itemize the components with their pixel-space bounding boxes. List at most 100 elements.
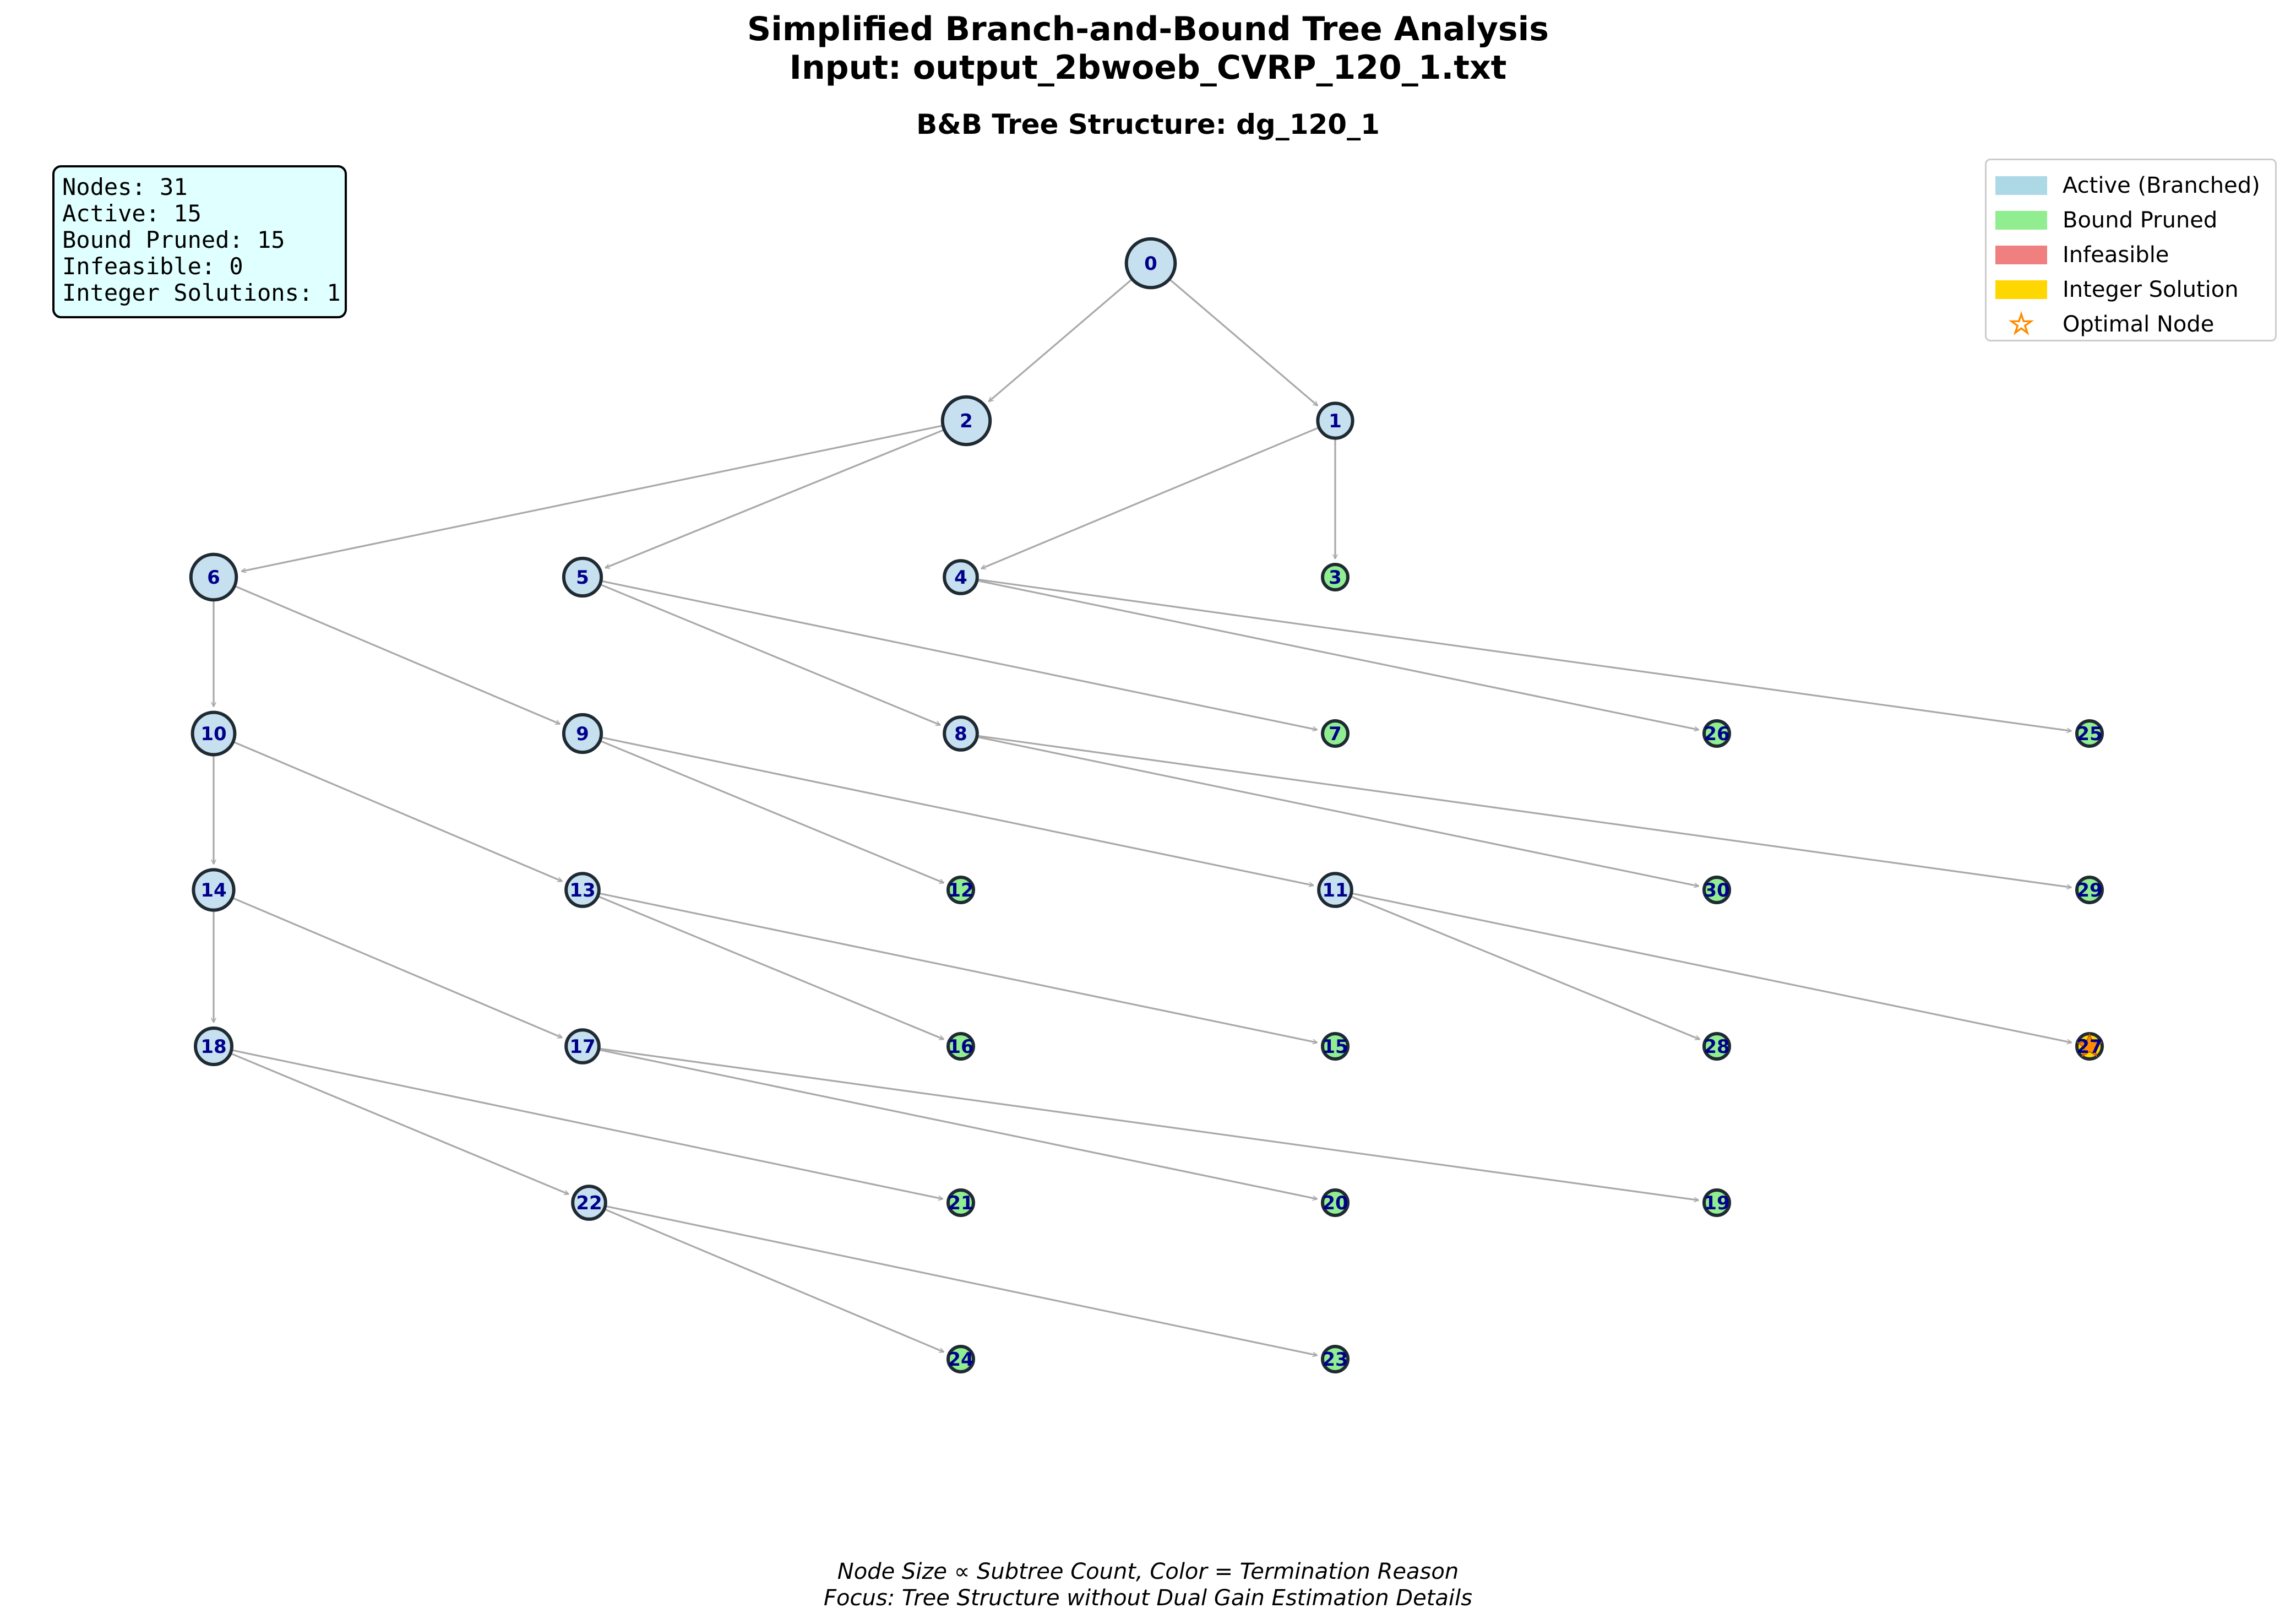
legend: Active (Branched) Bound Pruned Infeasibl… xyxy=(1985,159,2277,341)
legend-label: Infeasible xyxy=(2063,242,2169,268)
stats-nodes: Nodes: 31 xyxy=(62,173,188,200)
edge-5-7 xyxy=(602,580,1317,730)
figure-input-file: Input: output_2bwoeb_CVRP_120_1.txt xyxy=(789,48,1507,87)
node-label: 2 xyxy=(960,410,973,432)
tree-node-16[interactable]: 16 xyxy=(946,1032,975,1061)
node-label: 18 xyxy=(200,1036,226,1058)
node-circle xyxy=(1321,1345,1350,1373)
edge-13-15 xyxy=(599,892,1318,1042)
tree-node-21[interactable]: 21 xyxy=(946,1188,975,1217)
tree-node-5[interactable]: 5 xyxy=(562,556,603,598)
edge-4-26 xyxy=(977,579,1699,730)
figure-title: Simplified Branch-and-Bound Tree Analysi… xyxy=(747,10,1549,48)
tree-node-14[interactable]: 14 xyxy=(192,868,236,912)
tree-node-26[interactable]: 26 xyxy=(1702,719,1731,748)
tree-node-29[interactable]: 29 xyxy=(2075,876,2104,904)
tree-node-18[interactable]: 18 xyxy=(194,1026,233,1066)
node-label: 24 xyxy=(948,1349,973,1371)
edge-17-20 xyxy=(599,1049,1318,1199)
tree-node-13[interactable]: 13 xyxy=(564,872,601,908)
node-label: 1 xyxy=(1329,410,1342,432)
tree-node-25[interactable]: 25 xyxy=(2075,719,2104,748)
tree-node-30[interactable]: 30 xyxy=(1702,876,1731,904)
tree-node-1[interactable]: 1 xyxy=(1316,401,1354,440)
node-circle xyxy=(571,1185,607,1221)
stats-integer-solutions: Integer Solutions: 1 xyxy=(62,279,341,306)
legend-swatch-bound-pruned xyxy=(1995,210,2047,230)
stats-box: Nodes: 31 Active: 15 Bound Pruned: 15 In… xyxy=(52,165,347,318)
node-label: 25 xyxy=(2076,723,2102,745)
tree-node-28[interactable]: 28 xyxy=(1702,1032,1731,1061)
node-label: 5 xyxy=(576,567,589,589)
tree-node-6[interactable]: 6 xyxy=(189,552,238,602)
node-circle xyxy=(946,1345,975,1373)
edge-18-21 xyxy=(232,1049,943,1199)
node-label: 20 xyxy=(1322,1192,1348,1214)
node-label: 3 xyxy=(1329,567,1342,589)
node-circle xyxy=(564,872,601,908)
node-circle xyxy=(1702,719,1731,748)
tree-node-27[interactable]: 27 xyxy=(2075,1032,2104,1061)
tree-node-12[interactable]: 12 xyxy=(946,876,975,904)
tree-node-19[interactable]: 19 xyxy=(1702,1188,1731,1217)
legend-swatch-active xyxy=(1995,176,2047,195)
legend-swatch-integer-solution xyxy=(1995,280,2047,299)
node-label: 7 xyxy=(1329,723,1342,745)
node-label: 23 xyxy=(1322,1349,1348,1371)
stats-infeasible: Infeasible: 0 xyxy=(62,253,243,280)
tree-node-23[interactable]: 23 xyxy=(1321,1345,1350,1373)
tree-node-9[interactable]: 9 xyxy=(562,713,603,754)
node-circle xyxy=(1321,1032,1350,1061)
node-circle xyxy=(562,556,603,598)
tree-node-7[interactable]: 7 xyxy=(1321,719,1350,748)
tree-node-3[interactable]: 3 xyxy=(1321,563,1350,591)
legend-item-integer-solution: Integer Solution xyxy=(1995,272,2275,307)
edge-8-30 xyxy=(977,736,1699,886)
legend-swatch-infeasible xyxy=(1995,245,2047,264)
edge-0-1 xyxy=(1169,279,1318,407)
tree-node-4[interactable]: 4 xyxy=(943,559,979,595)
legend-label: Bound Pruned xyxy=(2063,207,2218,233)
node-label: 21 xyxy=(948,1192,973,1214)
node-label: 15 xyxy=(1322,1036,1348,1058)
tree-node-17[interactable]: 17 xyxy=(564,1028,601,1064)
node-circle xyxy=(943,559,979,595)
edge-14-17 xyxy=(232,897,563,1039)
edge-22-24 xyxy=(605,1208,944,1353)
node-label: 8 xyxy=(954,723,967,745)
node-label: 10 xyxy=(200,723,226,745)
tree-node-11[interactable]: 11 xyxy=(1317,872,1353,908)
node-circle xyxy=(1321,563,1350,591)
tree-node-2[interactable]: 2 xyxy=(940,395,992,447)
edge-6-9 xyxy=(235,585,561,725)
node-label: 19 xyxy=(1704,1192,1729,1214)
node-circle xyxy=(1316,401,1354,440)
node-label: 27 xyxy=(2076,1036,2102,1058)
node-circle xyxy=(1321,1188,1350,1217)
edge-13-16 xyxy=(598,895,944,1039)
tree-node-10[interactable]: 10 xyxy=(191,710,237,757)
legend-label: Integer Solution xyxy=(2063,276,2239,302)
edge-9-11 xyxy=(602,736,1314,886)
tree-node-15[interactable]: 15 xyxy=(1321,1032,1350,1061)
tree-node-22[interactable]: 22 xyxy=(571,1185,607,1221)
node-circle xyxy=(562,713,603,754)
edges-layer xyxy=(214,279,2072,1355)
node-circle xyxy=(2075,876,2104,904)
tree-node-0[interactable]: 0 xyxy=(1124,237,1177,290)
node-circle xyxy=(1702,1188,1731,1217)
tree-node-20[interactable]: 20 xyxy=(1321,1188,1350,1217)
edge-10-13 xyxy=(233,741,562,882)
node-label: 28 xyxy=(1704,1036,1729,1058)
node-circle xyxy=(2075,719,2104,748)
node-circle xyxy=(194,1026,233,1066)
node-label: 9 xyxy=(576,723,589,745)
tree-node-8[interactable]: 8 xyxy=(943,715,979,752)
tree-node-24[interactable]: 24 xyxy=(946,1345,975,1373)
node-circle xyxy=(1702,876,1731,904)
legend-item-active: Active (Branched) xyxy=(1995,168,2275,203)
edge-2-6 xyxy=(241,425,943,571)
edge-11-27 xyxy=(1352,892,2072,1042)
star-icon: ☆ xyxy=(2008,307,2035,341)
node-label: 29 xyxy=(2076,879,2102,901)
